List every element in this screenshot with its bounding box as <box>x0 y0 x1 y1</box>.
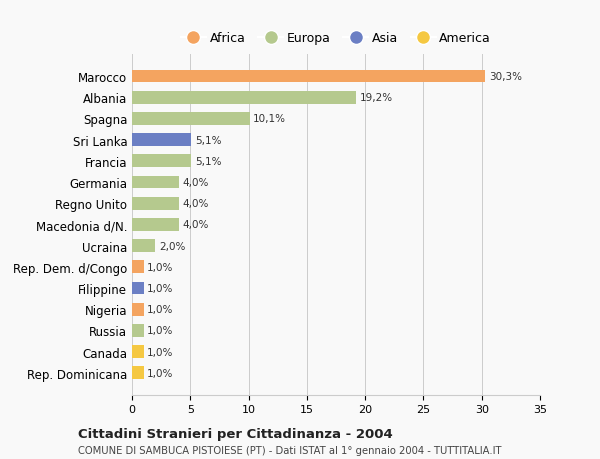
Text: 30,3%: 30,3% <box>489 72 522 82</box>
Bar <box>132 155 191 168</box>
Text: 5,1%: 5,1% <box>195 135 221 146</box>
Bar <box>132 240 155 252</box>
Bar <box>132 261 143 274</box>
Text: 10,1%: 10,1% <box>253 114 286 124</box>
Bar <box>132 71 485 83</box>
Bar <box>132 218 179 231</box>
Bar <box>132 176 179 189</box>
Bar <box>132 282 143 295</box>
Bar <box>132 134 191 147</box>
Text: 1,0%: 1,0% <box>147 304 173 314</box>
Text: 5,1%: 5,1% <box>195 157 221 167</box>
Text: 1,0%: 1,0% <box>147 262 173 272</box>
Text: 1,0%: 1,0% <box>147 347 173 357</box>
Text: 1,0%: 1,0% <box>147 368 173 378</box>
Text: 1,0%: 1,0% <box>147 283 173 293</box>
Text: 19,2%: 19,2% <box>359 93 392 103</box>
Bar <box>132 197 179 210</box>
Text: 4,0%: 4,0% <box>182 178 209 188</box>
Bar <box>132 113 250 125</box>
Bar <box>132 303 143 316</box>
Bar <box>132 367 143 379</box>
Bar <box>132 346 143 358</box>
Text: COMUNE DI SAMBUCA PISTOIESE (PT) - Dati ISTAT al 1° gennaio 2004 - TUTTITALIA.IT: COMUNE DI SAMBUCA PISTOIESE (PT) - Dati … <box>78 445 502 455</box>
Text: 4,0%: 4,0% <box>182 220 209 230</box>
Bar <box>132 92 356 104</box>
Bar <box>132 325 143 337</box>
Text: 1,0%: 1,0% <box>147 326 173 336</box>
Text: 4,0%: 4,0% <box>182 199 209 209</box>
Text: 2,0%: 2,0% <box>159 241 185 251</box>
Text: Cittadini Stranieri per Cittadinanza - 2004: Cittadini Stranieri per Cittadinanza - 2… <box>78 427 393 440</box>
Legend: Africa, Europa, Asia, America: Africa, Europa, Asia, America <box>176 28 496 50</box>
